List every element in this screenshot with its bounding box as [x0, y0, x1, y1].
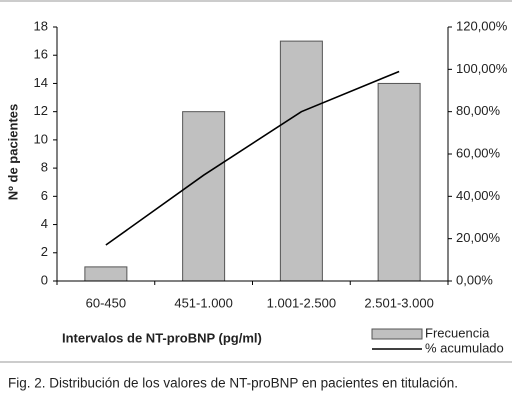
x-tick-label: 60-450: [86, 295, 126, 310]
y-tick-label: 8: [41, 160, 48, 175]
x-tick-label: 451-1.000: [174, 295, 233, 310]
bar: [279, 40, 323, 282]
legend-swatch: [371, 328, 423, 340]
caption: Fig. 2. Distribución de los valores de N…: [8, 376, 458, 391]
y-tick-label: 0: [41, 272, 48, 287]
x-tick-label: 2.501-3.000: [364, 295, 433, 310]
line: [105, 70, 400, 246]
y2-tick-label: 100,00%: [456, 61, 508, 76]
y-tick-label: 10: [34, 131, 48, 146]
x-axis-label: Intervalos de NT-proBNP (pg/ml): [62, 330, 262, 345]
y-tick-label: 18: [34, 18, 48, 33]
bar: [377, 82, 421, 282]
y2-tick-label: 40,00%: [456, 188, 501, 203]
legend-label: Frecuencia: [425, 325, 490, 340]
y2-tick-label: 0,00%: [456, 272, 493, 287]
y-tick-label: 12: [34, 103, 48, 118]
bar: [182, 111, 226, 282]
y-tick-label: 4: [41, 216, 48, 231]
legend-label: % acumulado: [425, 340, 504, 355]
y2-tick-label: 120,00%: [456, 18, 508, 33]
y2-tick-label: 20,00%: [456, 230, 501, 245]
y-tick-label: 16: [34, 47, 48, 62]
y-tick-label: 2: [41, 244, 48, 259]
x-tick-label: 1.001-2.500: [267, 295, 336, 310]
y2-tick-label: 60,00%: [456, 145, 501, 160]
y2-tick-label: 80,00%: [456, 103, 501, 118]
y-tick-label: 6: [41, 188, 48, 203]
y-axis-label: Nº de pacientes: [5, 104, 20, 201]
y-tick-label: 14: [34, 75, 48, 90]
bar: [84, 266, 128, 282]
